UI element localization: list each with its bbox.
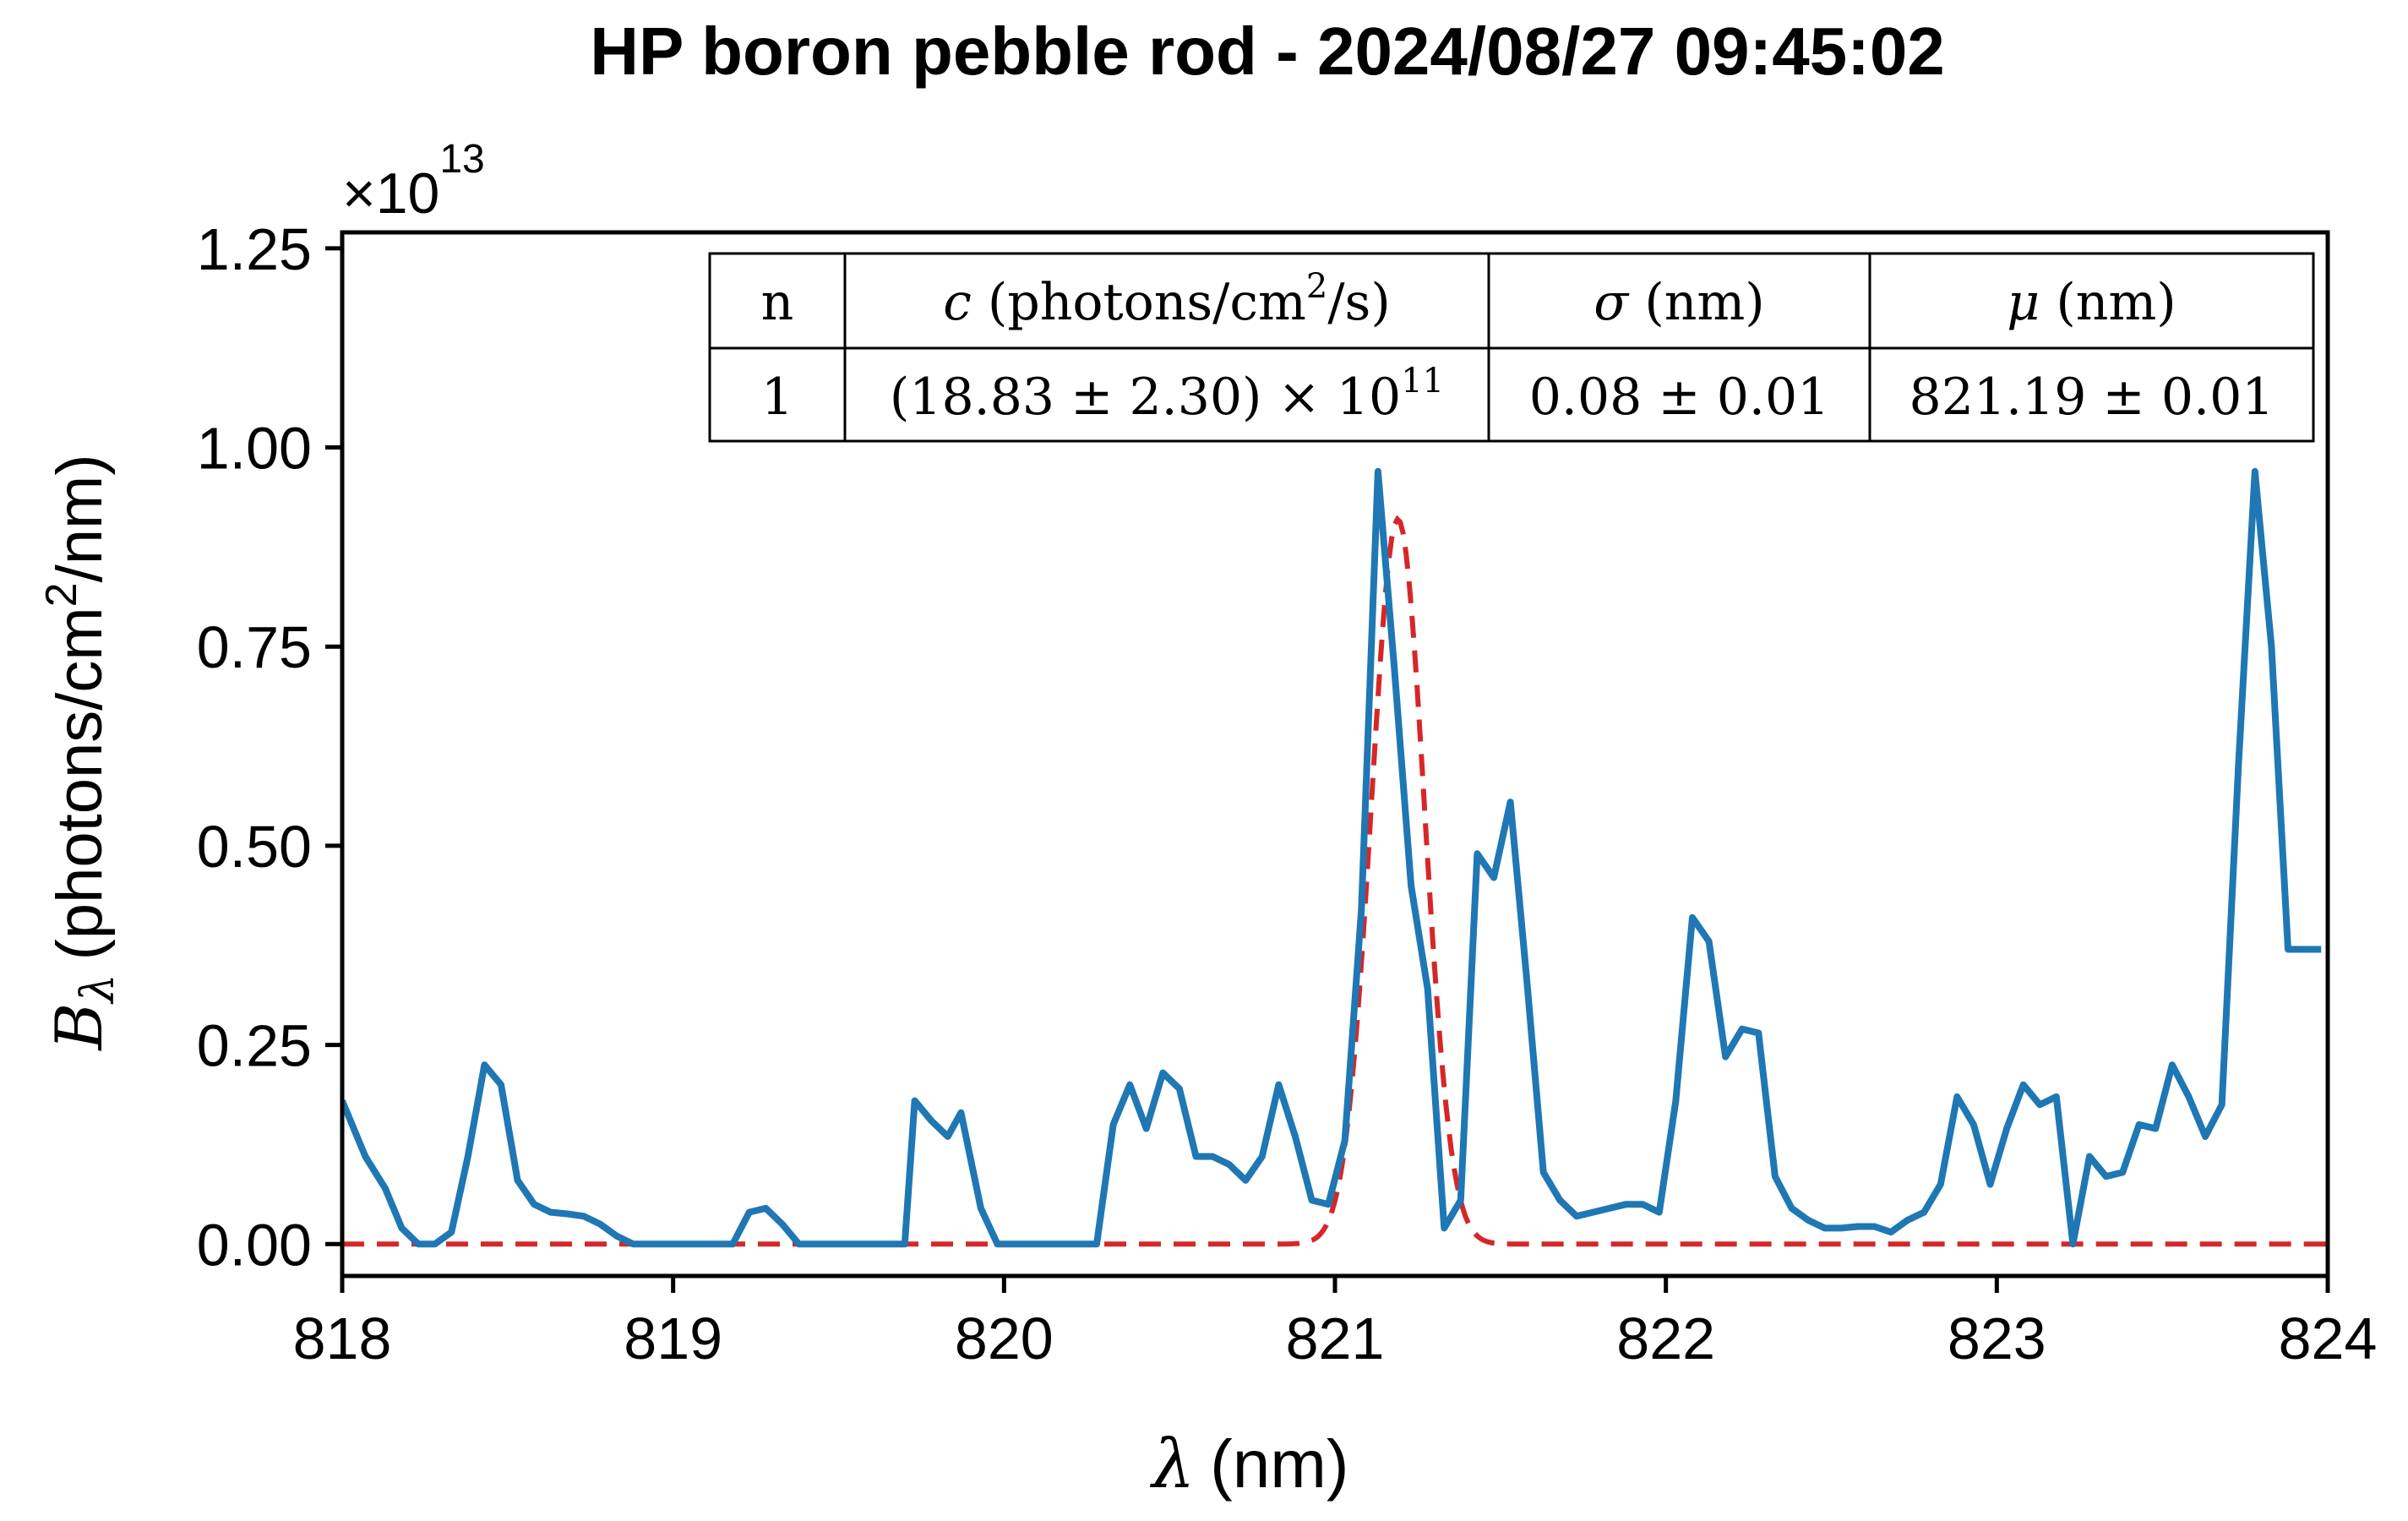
fit-table-header: n (761, 273, 794, 332)
fit-table: n c (photons/cm2/s) σ (nm) μ (nm) 1 (18.83 ± … (708, 252, 2315, 443)
x-tick-label: 819 (624, 1306, 722, 1371)
y-tick-label: 1.25 (197, 216, 312, 282)
x-tick-label: 818 (293, 1306, 392, 1371)
y-tick-label: 0.75 (197, 614, 312, 680)
y-tick-label: 1.00 (197, 416, 312, 482)
fit-table-cell: 0.08 ± 0.01 (1529, 368, 1830, 427)
fit-table-header: c (photons/cm2/s) (943, 267, 1391, 332)
x-tick-label: 820 (955, 1306, 1054, 1371)
gaussian-fit-line (342, 515, 2328, 1247)
x-axis-label: λ (nm) (1149, 1425, 1348, 1503)
fit-table-cell: 1 (761, 368, 793, 427)
x-tick-label: 821 (1286, 1306, 1385, 1371)
plot-frame (340, 230, 2330, 1278)
y-tick-label: 0.50 (197, 814, 312, 880)
y-axis-ticks: 0.00 0.25 0.50 0.75 1.00 1.25 (197, 216, 342, 1278)
chart-title: HP boron pebble rod - 2024/08/27 09:45:0… (590, 14, 1945, 89)
y-axis-label: Bλ(photons/cm2/nm) (37, 454, 124, 1051)
fit-table-header: μ (nm) (2007, 273, 2176, 332)
y-tick-label: 0.00 (197, 1212, 312, 1278)
x-tick-label: 822 (1616, 1306, 1715, 1371)
y-offset-label: ×1013 (342, 137, 485, 226)
y-tick-label: 0.25 (197, 1013, 312, 1079)
fit-table-header: σ (nm) (1594, 273, 1764, 332)
fit-table-cell: (18.83 ± 2.30) × 1011 (890, 362, 1444, 427)
x-axis-ticks: 818 819 820 821 822 823 824 (293, 1276, 2378, 1371)
x-tick-label: 824 (2279, 1306, 2378, 1371)
x-tick-label: 823 (1948, 1306, 2046, 1371)
spectrum-line (342, 467, 2322, 1248)
fit-table-cell: 821.19 ± 0.01 (1910, 368, 2275, 427)
